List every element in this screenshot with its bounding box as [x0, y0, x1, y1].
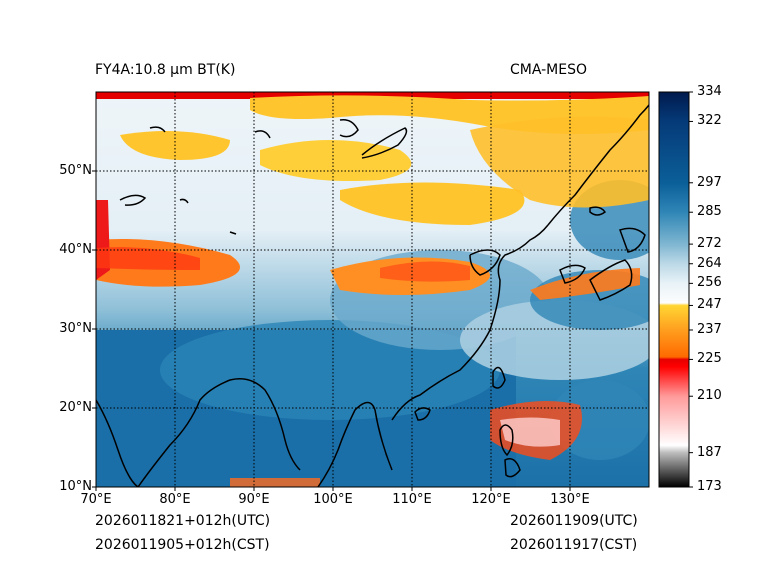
colorbar-tick-label: 247: [697, 297, 722, 313]
lon-tick-label: 130°E: [550, 492, 590, 507]
colorbar-tick-label: 285: [697, 204, 722, 220]
lat-tick-label: 20°N: [59, 400, 92, 415]
lon-tick-label: 100°E: [313, 492, 353, 507]
init-time-cst: 2026011905+012h(CST): [95, 537, 270, 553]
lat-tick-label: 10°N: [59, 479, 92, 494]
coastlines: [96, 104, 649, 487]
valid-time-cst: 2026011917(CST): [510, 537, 638, 553]
map-title: FY4A:10.8 µm BT(K): [95, 62, 236, 78]
colorbar-tick-label: 210: [697, 388, 722, 404]
lat-tick-label: 50°N: [59, 163, 92, 178]
lon-tick-label: 80°E: [159, 492, 191, 507]
valid-time-utc: 2026011909(UTC): [510, 513, 638, 529]
colorbar-tick-label: 322: [697, 113, 722, 129]
model-name: CMA-MESO: [510, 62, 588, 78]
lon-tick-label: 110°E: [392, 492, 432, 507]
lat-tick-label: 40°N: [59, 242, 92, 257]
colorbar-tick-label: 264: [697, 255, 722, 271]
colorbar-tick-label: 297: [697, 174, 722, 190]
lon-tick-label: 120°E: [471, 492, 511, 507]
colorbar-tick-label: 173: [697, 479, 722, 494]
init-time-utc: 2026011821+012h(UTC): [95, 513, 271, 529]
colorbar-tick-label: 256: [697, 275, 722, 291]
colorbar-tick-label: 187: [697, 444, 722, 460]
colorbar-tick-label: 225: [697, 351, 722, 367]
lon-tick-label: 90°E: [238, 492, 270, 507]
colorbar-tick-label: 237: [697, 321, 722, 337]
lon-tick-label: 70°E: [80, 492, 112, 507]
colorbar-tick-label: 272: [697, 236, 722, 252]
colorbar-tick-label: 334: [697, 84, 722, 99]
lat-tick-label: 30°N: [59, 321, 92, 336]
brightness-field: [96, 92, 649, 487]
map-frame: [95, 91, 650, 488]
